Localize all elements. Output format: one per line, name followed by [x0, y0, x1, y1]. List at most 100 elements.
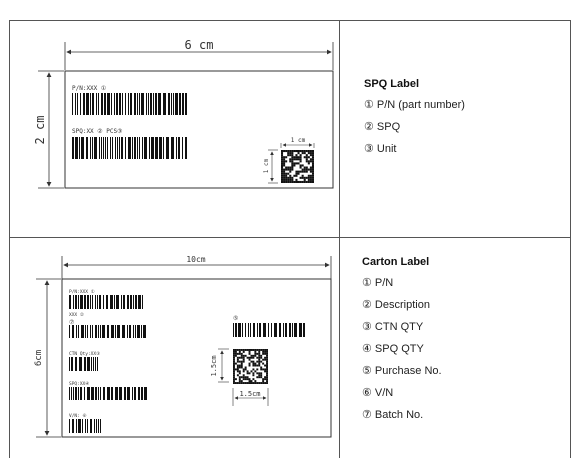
barcode-bar	[119, 387, 122, 400]
code-module	[287, 152, 290, 155]
code-module	[248, 349, 251, 351]
barcode-bar	[69, 295, 71, 309]
code-module	[233, 352, 235, 355]
code-module	[285, 160, 288, 163]
code-module	[236, 364, 239, 367]
code-module	[281, 166, 284, 169]
barcode-bar	[163, 93, 166, 115]
code-module	[236, 370, 239, 373]
code-module	[252, 354, 255, 357]
code-module	[287, 154, 290, 157]
code-module	[252, 372, 255, 375]
barcode-bar	[107, 93, 110, 115]
code-module	[299, 158, 302, 161]
barcode-bar	[117, 325, 120, 338]
code-module	[238, 360, 241, 363]
code-module	[297, 172, 300, 175]
code-module	[234, 382, 237, 384]
barcode-bar	[138, 387, 140, 400]
barcode-bar	[79, 137, 80, 159]
spq-legend-item: ① P/N (part number)	[364, 99, 465, 111]
code-module	[236, 358, 239, 361]
barcode-bar	[82, 419, 83, 433]
code-module	[311, 154, 314, 157]
barcode-bar	[110, 295, 113, 309]
code-module	[233, 349, 235, 351]
barcode-bar	[69, 357, 70, 371]
code-module	[256, 382, 259, 384]
code-module	[242, 374, 245, 377]
code-module	[291, 160, 294, 163]
code-module	[281, 180, 284, 183]
code-module	[233, 372, 235, 375]
barcode-bar	[142, 137, 143, 159]
code-module	[283, 158, 286, 161]
code-module	[309, 174, 312, 177]
code-module	[258, 382, 261, 384]
barcode-bar	[175, 93, 178, 115]
code-module	[233, 374, 235, 377]
code-module	[240, 354, 243, 357]
code-module	[283, 172, 286, 175]
code-module	[252, 356, 255, 359]
code-module	[238, 370, 241, 373]
code-module	[299, 180, 302, 183]
barcode-bar	[91, 357, 92, 371]
code-module	[285, 156, 288, 159]
barcode-bar	[125, 137, 126, 159]
code-module	[258, 362, 261, 365]
code-module	[252, 360, 255, 363]
code-module	[285, 166, 288, 169]
figure-frame	[9, 20, 571, 458]
barcode-bar	[86, 137, 88, 159]
code-module	[242, 378, 245, 381]
barcode-bar	[185, 93, 187, 115]
spq-legend-item: ② SPQ	[364, 121, 401, 133]
code-module	[262, 352, 265, 355]
code-module	[233, 370, 235, 373]
code-module	[303, 180, 306, 183]
barcode-bar	[105, 137, 106, 159]
barcode-bar	[137, 137, 138, 159]
code-module	[291, 152, 294, 155]
code-module	[256, 360, 259, 363]
code-module	[311, 166, 314, 169]
code-module	[311, 168, 314, 171]
code-module	[252, 382, 255, 384]
code-module	[283, 174, 286, 177]
barcode-bar	[107, 325, 109, 338]
code-module	[295, 180, 298, 183]
code-module	[291, 168, 294, 171]
code-module	[260, 356, 263, 359]
barcode-bar	[279, 323, 281, 337]
code-module	[283, 162, 286, 165]
barcode-bar	[72, 419, 74, 433]
barcode-bar	[123, 295, 125, 309]
barcode-bar	[119, 93, 121, 115]
code-module	[262, 362, 265, 365]
code-module	[285, 180, 288, 183]
spq-pn-text: P/N:XXX ①	[72, 85, 106, 92]
code-module	[295, 150, 298, 153]
barcode-bar	[76, 419, 77, 433]
code-module	[236, 374, 239, 377]
barcode-bar	[125, 93, 126, 115]
code-module	[301, 152, 304, 155]
code-module	[240, 376, 243, 379]
barcode-bar	[115, 387, 118, 400]
barcode-bar	[95, 295, 96, 309]
barcode-bar	[155, 93, 157, 115]
barcode-bar	[127, 295, 129, 309]
spq-qty-text: SPQ:XX ② PCS③	[72, 128, 123, 135]
code-module	[240, 380, 243, 383]
code-module	[307, 162, 310, 165]
code-module	[283, 160, 286, 163]
code-module	[309, 180, 312, 183]
code-module	[283, 180, 286, 183]
spq-pn-barcode	[72, 93, 187, 115]
code-module	[309, 152, 312, 155]
barcode-bar	[137, 93, 138, 115]
barcode-bar	[101, 93, 103, 115]
code-module	[258, 358, 261, 361]
carton-spq-text: SPQ:XX④	[69, 381, 90, 387]
